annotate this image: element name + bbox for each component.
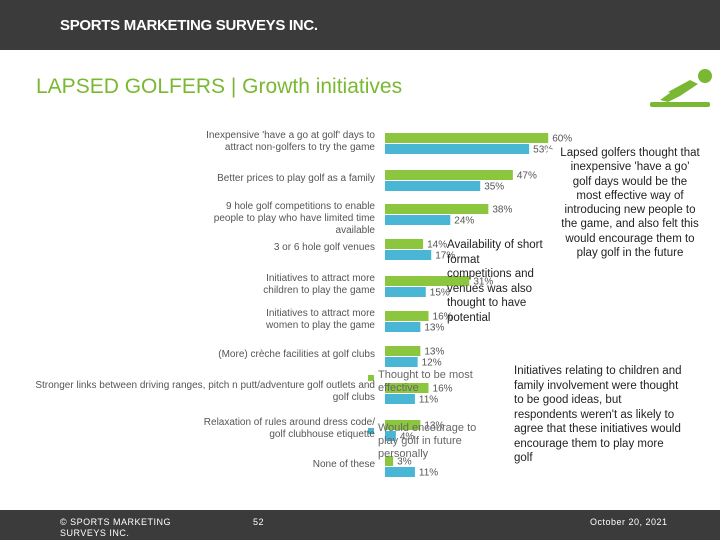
category-label: Initiatives to attract more women to pla… bbox=[266, 308, 375, 331]
bar bbox=[385, 204, 489, 214]
value-label: 11% bbox=[419, 395, 438, 406]
value-label: 15% bbox=[430, 288, 450, 299]
slide-title: LAPSED GOLFERS | Growth initiatives bbox=[36, 75, 403, 98]
category-label: Better prices to play golf as a family bbox=[217, 173, 375, 184]
bar bbox=[385, 276, 470, 286]
value-label: 13% bbox=[424, 323, 444, 334]
header-bar bbox=[0, 0, 720, 50]
value-label: 3% bbox=[397, 457, 412, 468]
bar bbox=[385, 133, 549, 143]
legend-swatch bbox=[368, 375, 374, 381]
value-label: 31% bbox=[473, 277, 493, 288]
bar bbox=[385, 287, 426, 297]
value-label: 12% bbox=[422, 358, 442, 369]
value-label: 35% bbox=[484, 182, 504, 193]
bar bbox=[385, 322, 421, 332]
value-label: 4% bbox=[400, 432, 415, 443]
date: October 20, 2021 bbox=[590, 517, 668, 527]
bar bbox=[385, 431, 396, 441]
value-label: 17% bbox=[435, 251, 455, 262]
copyright: © SPORTS MARKETING SURVEYS INC. bbox=[60, 517, 171, 538]
value-label: 13% bbox=[424, 421, 444, 432]
value-label: 24% bbox=[454, 216, 474, 227]
annotation: Initiatives relating to children and fam… bbox=[514, 365, 682, 464]
category-label: None of these bbox=[312, 459, 375, 470]
footer-bar bbox=[0, 510, 720, 540]
bar bbox=[385, 239, 424, 249]
bar bbox=[385, 346, 421, 356]
bar bbox=[385, 215, 451, 225]
category-label: (More) crèche facilities at golf clubs bbox=[218, 349, 375, 360]
value-label: 47% bbox=[517, 171, 537, 182]
callout-box bbox=[556, 143, 702, 281]
category-label: Inexpensive 'have a go at golf' days to … bbox=[206, 130, 375, 153]
golfer-icon bbox=[650, 69, 712, 107]
bar bbox=[385, 456, 394, 466]
callout-pointer bbox=[545, 148, 556, 160]
bar bbox=[385, 250, 432, 260]
annotation: Lapsed golfers thought that inexpensive … bbox=[560, 147, 700, 260]
value-label: 14% bbox=[427, 240, 447, 251]
page-number: 52 bbox=[253, 517, 265, 527]
annotation: Availability of short format competition… bbox=[447, 239, 543, 324]
bar bbox=[385, 181, 481, 191]
bar bbox=[385, 467, 415, 477]
bar bbox=[385, 170, 513, 180]
callout-pointer bbox=[498, 368, 508, 380]
value-label: 13% bbox=[424, 347, 444, 358]
bar bbox=[385, 420, 421, 430]
category-label: 9 hole golf competitions to enable peopl… bbox=[213, 201, 375, 236]
value-label: 53% bbox=[533, 145, 553, 156]
bar bbox=[385, 144, 530, 154]
legend-label: Would encourage to play golf in future p… bbox=[378, 422, 477, 460]
bar bbox=[385, 357, 418, 367]
value-label: 16% bbox=[433, 312, 453, 323]
value-label: 38% bbox=[492, 205, 512, 216]
value-label: 60% bbox=[552, 134, 572, 145]
category-label: Relaxation of rules around dress code/ g… bbox=[203, 417, 375, 440]
legend-swatch bbox=[368, 428, 374, 434]
bar bbox=[385, 394, 415, 404]
bar bbox=[385, 311, 429, 321]
brand: SPORTS MARKETING SURVEYS INC. bbox=[60, 17, 318, 34]
value-label: 11% bbox=[419, 468, 438, 479]
value-label: 16% bbox=[433, 384, 453, 395]
callout-box bbox=[508, 360, 684, 468]
category-label: Stronger links between driving ranges, p… bbox=[35, 380, 375, 403]
category-label: Initiatives to attract more children to … bbox=[263, 273, 375, 296]
legend-label: Thought to be most effective bbox=[378, 369, 473, 394]
bar bbox=[385, 383, 429, 393]
category-label: 3 or 6 hole golf venues bbox=[273, 242, 375, 253]
